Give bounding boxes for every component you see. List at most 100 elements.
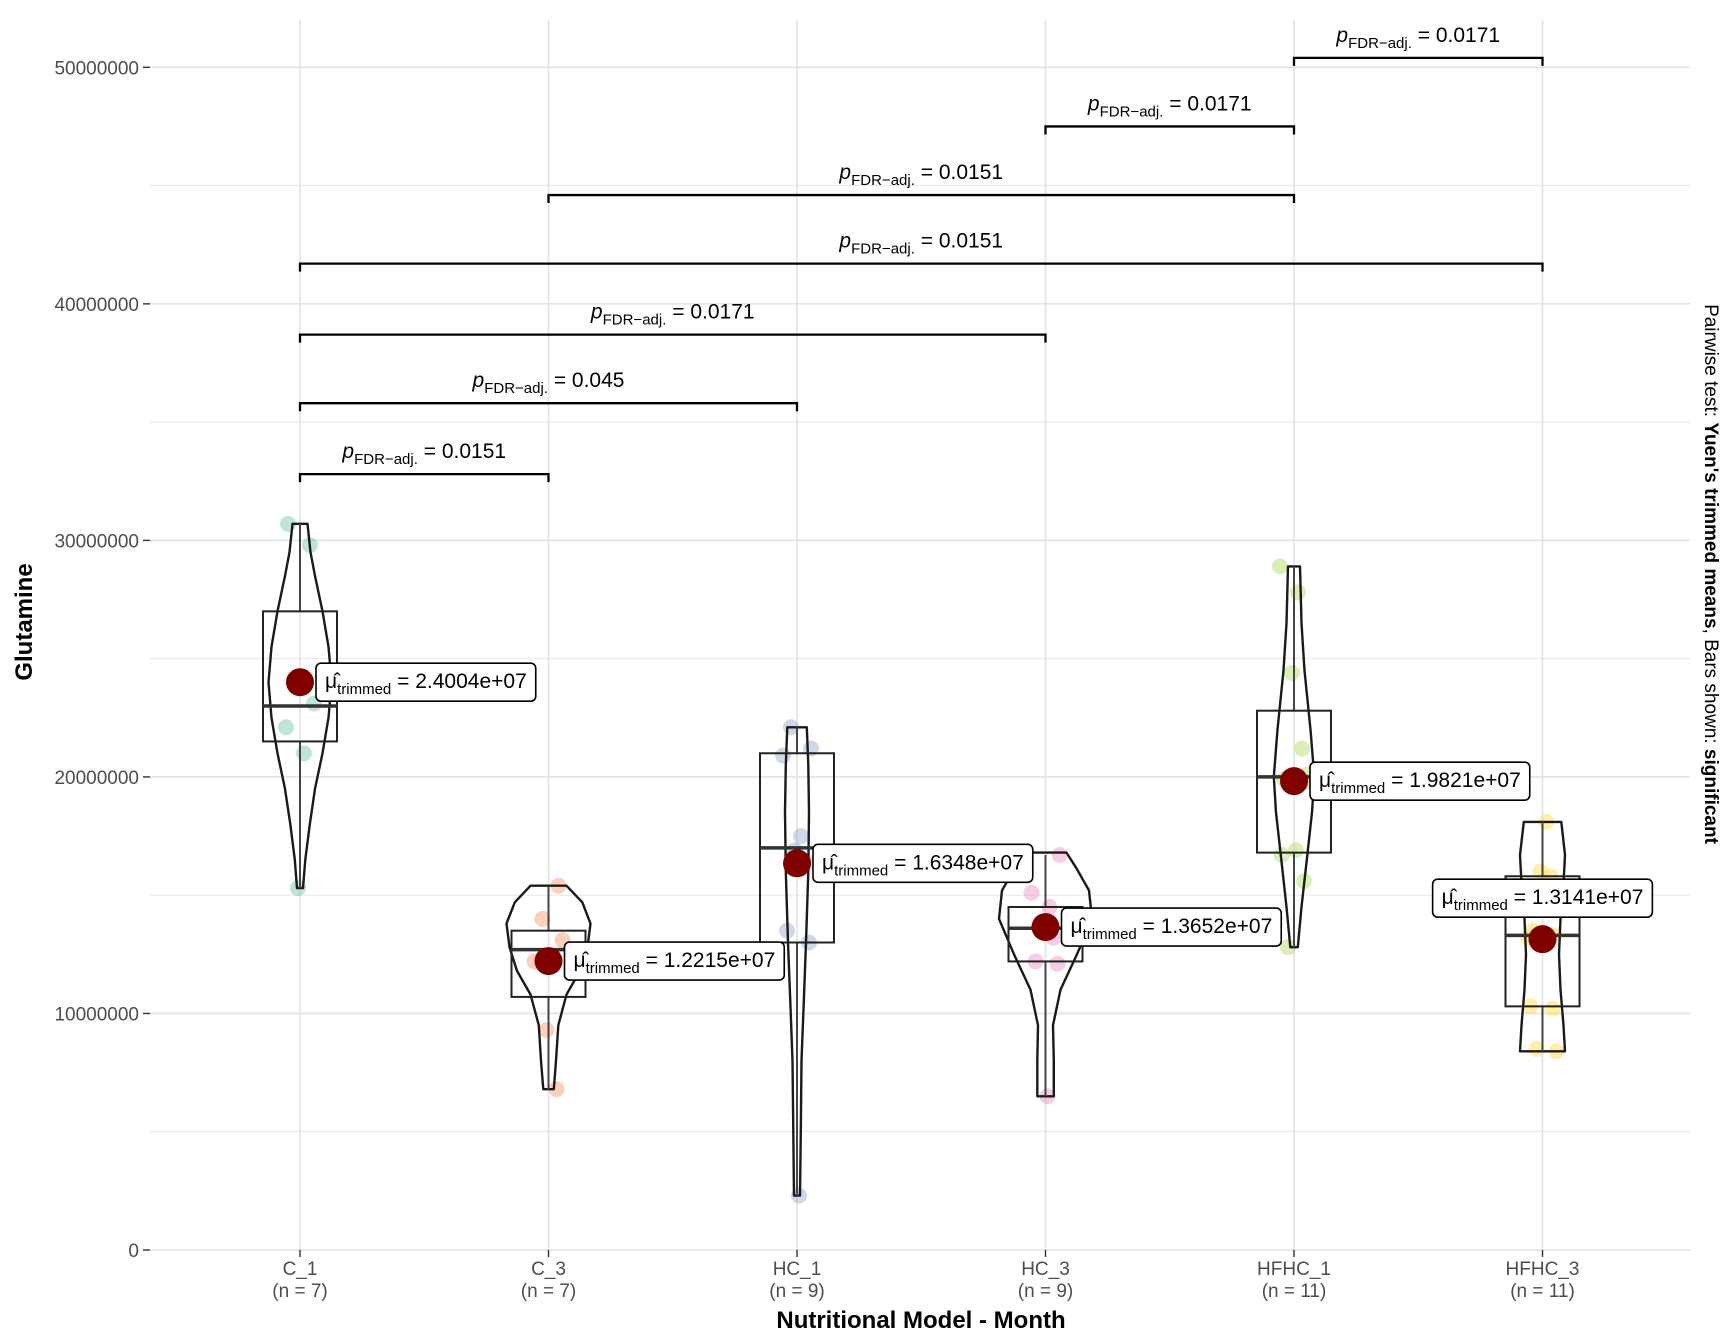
p-value-label: pFDR−adj. = 0.0171 bbox=[590, 301, 755, 329]
bracket-line bbox=[1292, 56, 1544, 66]
p-value-label: pFDR−adj. = 0.0151 bbox=[838, 161, 1003, 189]
data-point bbox=[1544, 1000, 1561, 1017]
p-value: = 0.0151 bbox=[915, 161, 1003, 184]
y-axis-ticks: 0 10000000 20000000 30000000 40000000 5000000… bbox=[54, 58, 150, 1262]
mean-value: = 1.9821e+07 bbox=[1385, 769, 1520, 792]
subtitle-test: Yuen's trimmed means bbox=[1700, 422, 1721, 628]
mu-symbol: μ̂ bbox=[325, 670, 341, 693]
mean-label-HC_1: μ̂trimmed = 1.6348e+07 bbox=[812, 843, 1034, 884]
subtitle-right: Pairwise test: Yuen's trimmed means, Bar… bbox=[1700, 304, 1721, 845]
mu-subscript: trimmed bbox=[337, 681, 391, 698]
mean-labels: μ̂trimmed = 2.4004e+07μ̂trimmed = 1.2215… bbox=[315, 662, 1654, 981]
y-tick-label: 30000000 bbox=[54, 531, 139, 552]
y-tick-label: 10000000 bbox=[54, 1004, 139, 1025]
y-tick-label: 50000000 bbox=[54, 58, 139, 79]
data-point bbox=[1288, 842, 1304, 859]
violin-outline bbox=[505, 884, 592, 1091]
group-HC_3 bbox=[997, 846, 1094, 1105]
mean-label-box bbox=[1060, 907, 1283, 947]
trimmed-mean-point bbox=[286, 668, 314, 697]
p-value-label: pFDR−adj. = 0.0151 bbox=[838, 230, 1003, 258]
bracket-line bbox=[298, 333, 1047, 343]
mean-label-C_3: μ̂trimmed = 1.2215e+07 bbox=[563, 941, 786, 981]
group-HFHC_1 bbox=[1256, 558, 1332, 956]
violin-outline bbox=[1272, 565, 1316, 949]
data-point bbox=[538, 1022, 555, 1039]
p-subscript: FDR−adj. bbox=[1100, 103, 1164, 120]
mean-label-box bbox=[812, 843, 1034, 884]
data-point bbox=[1280, 939, 1296, 956]
data-point bbox=[1528, 1040, 1545, 1057]
bracket-HC_3-HFHC_1: pFDR−adj. = 0.0171 bbox=[1044, 92, 1296, 135]
bracket-line bbox=[298, 402, 799, 412]
mu-subscript: trimmed bbox=[1083, 926, 1137, 943]
trimmed-mean-point bbox=[534, 947, 563, 976]
mean-label-box bbox=[1431, 878, 1654, 918]
p-symbol: p bbox=[1087, 92, 1100, 115]
x-tick-n-label: (n = 7) bbox=[521, 1281, 576, 1302]
data-point bbox=[1051, 846, 1068, 863]
trimmed-mean-point bbox=[1528, 925, 1557, 954]
mean-value: = 1.3141e+07 bbox=[1508, 886, 1643, 909]
mu-subscript: trimmed bbox=[1454, 897, 1508, 914]
p-value-label: pFDR−adj. = 0.045 bbox=[472, 369, 625, 397]
bracket-C_1-HC_1: pFDR−adj. = 0.045 bbox=[298, 369, 799, 412]
bracket-C_1-HFHC_3: pFDR−adj. = 0.0151 bbox=[298, 230, 1544, 272]
subtitle-shown: significant bbox=[1700, 749, 1721, 845]
grid-lines bbox=[150, 20, 1690, 1251]
mean-value: = 1.6348e+07 bbox=[888, 851, 1023, 874]
subtitle-prefix: Pairwise test: bbox=[1700, 304, 1721, 422]
p-value: = 0.0171 bbox=[1163, 92, 1251, 115]
p-value: = 0.0171 bbox=[1412, 24, 1500, 47]
mu-subscript: trimmed bbox=[1331, 780, 1385, 797]
bracket-line bbox=[1044, 125, 1296, 135]
mean-label-text: μ̂trimmed = 2.4004e+07 bbox=[325, 670, 527, 698]
violin-groups bbox=[262, 515, 1581, 1204]
p-symbol: p bbox=[472, 369, 485, 392]
p-value: = 0.0151 bbox=[418, 440, 506, 463]
x-tick-label: HFHC_1 bbox=[1257, 1259, 1331, 1280]
p-subscript: FDR−adj. bbox=[1348, 35, 1412, 52]
group-C_3 bbox=[505, 877, 592, 1098]
p-subscript: FDR−adj. bbox=[851, 241, 915, 258]
mu-symbol: μ̂ bbox=[822, 851, 838, 874]
p-value: = 0.045 bbox=[548, 369, 624, 392]
trimmed-mean-point bbox=[1280, 767, 1308, 796]
group-HFHC_3 bbox=[1504, 813, 1581, 1060]
mean-label-text: μ̂trimmed = 1.9821e+07 bbox=[1319, 769, 1521, 797]
mean-label-box bbox=[1309, 761, 1531, 801]
data-point bbox=[296, 745, 312, 762]
mean-label-box bbox=[563, 941, 786, 981]
violin-outline bbox=[1518, 820, 1567, 1053]
mu-subscript: trimmed bbox=[586, 960, 640, 977]
p-symbol: p bbox=[838, 161, 851, 184]
trimmed-mean-point bbox=[1031, 913, 1060, 942]
mean-label-text: μ̂trimmed = 1.2215e+07 bbox=[574, 949, 776, 977]
data-point bbox=[1284, 664, 1300, 681]
mean-label-HFHC_3: μ̂trimmed = 1.3141e+07 bbox=[1431, 878, 1654, 918]
data-point bbox=[548, 1081, 565, 1098]
data-point bbox=[1290, 584, 1306, 601]
p-symbol: p bbox=[590, 301, 603, 324]
data-point bbox=[775, 747, 791, 764]
y-axis-title: Glutamine bbox=[11, 563, 38, 680]
p-symbol: p bbox=[1335, 24, 1348, 47]
p-subscript: FDR−adj. bbox=[851, 172, 915, 189]
trimmed-mean-point bbox=[783, 849, 811, 878]
x-axis-title: Nutritional Model - Month bbox=[776, 1307, 1065, 1334]
p-symbol: p bbox=[838, 230, 851, 253]
x-tick-label: C_1 bbox=[283, 1259, 318, 1280]
mean-label-C_1: μ̂trimmed = 2.4004e+07 bbox=[315, 662, 537, 703]
data-point bbox=[1294, 740, 1310, 757]
x-tick-label: HC_3 bbox=[1021, 1259, 1070, 1280]
mu-symbol: μ̂ bbox=[1442, 886, 1458, 909]
box bbox=[1504, 875, 1581, 1008]
data-point bbox=[534, 910, 551, 927]
mean-label-box bbox=[315, 662, 537, 703]
x-axis-ticks: C_1(n = 7)C_3(n = 7)HC_1(n = 9)HC_3(n = … bbox=[272, 1250, 1579, 1302]
mean-label-text: μ̂trimmed = 1.3141e+07 bbox=[1442, 886, 1644, 914]
mean-value: = 1.2215e+07 bbox=[640, 949, 775, 972]
x-tick-label: HC_1 bbox=[773, 1259, 822, 1280]
